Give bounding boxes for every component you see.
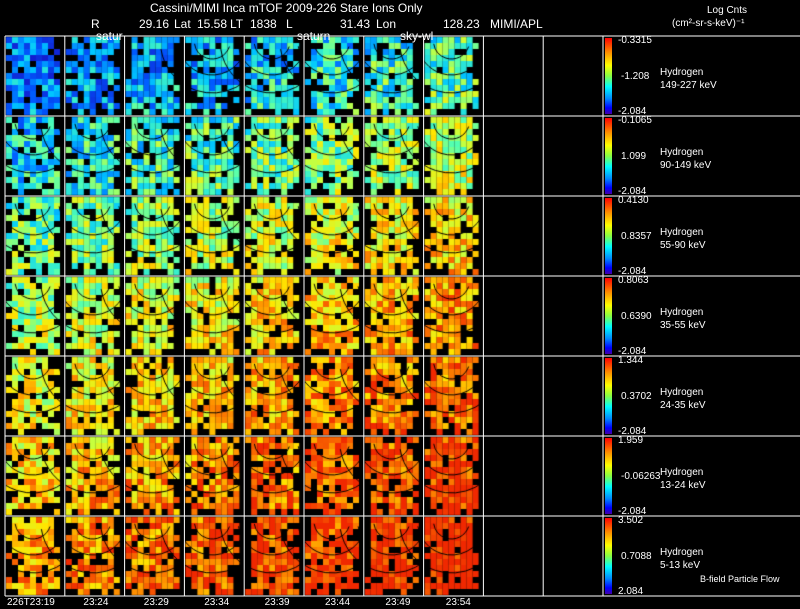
energy-label: 90-149 keV	[660, 160, 712, 171]
plot-title: Cassini/MIMI Inca mTOF 2009-226 Stare Io…	[150, 1, 423, 15]
colorbar-min-label: -2.084	[618, 106, 647, 117]
colorbar-mid-label: -0.06263	[621, 471, 661, 482]
species-label: Hydrogen	[660, 467, 704, 478]
energy-label: 5-13 keV	[660, 560, 701, 571]
panel-tag-3: sky-wl	[400, 29, 434, 43]
time-tick-label: 23:39	[264, 597, 290, 608]
colorbar	[605, 438, 612, 514]
colorbar-min-label: -2.084	[618, 426, 647, 437]
colorbar-min-label: -2.084	[618, 266, 647, 277]
energy-label: 149-227 keV	[660, 80, 717, 91]
species-label: Hydrogen	[660, 387, 704, 398]
lt-value: 1838	[250, 17, 277, 31]
colorbar-mid-label: 0.3702	[621, 391, 652, 402]
lon-value: 128.23	[443, 17, 480, 31]
colorbar-min-label: -2.084	[618, 506, 647, 517]
l-value: 31.43	[340, 17, 371, 31]
species-label: Hydrogen	[660, 67, 704, 78]
energy-label: 24-35 keV	[660, 400, 706, 411]
r-label: R	[91, 17, 100, 31]
panel-tag-2: saturn	[297, 29, 331, 43]
energy-label: 35-55 keV	[660, 320, 706, 331]
species-label: Hydrogen	[660, 147, 704, 158]
colorbar-max-label: 1.959	[618, 435, 644, 446]
colorbar-max-label: 1.344	[618, 355, 644, 366]
colorbar-min-label: -2.084	[618, 346, 647, 357]
time-tick-label: 23:49	[385, 597, 411, 608]
colorbar-mid-label: 1.099	[621, 151, 647, 162]
colorbar-max-label: 3.502	[618, 515, 644, 526]
colorbar	[605, 118, 612, 194]
lat-label: Lat	[174, 17, 191, 31]
energy-label: 13-24 keV	[660, 480, 706, 491]
l-label: L	[286, 17, 293, 31]
colorbar-min-label: 2.084	[618, 586, 644, 597]
time-tick-label: 23:24	[83, 597, 109, 608]
colorbar	[605, 278, 612, 354]
time-tick-label: 23:34	[204, 597, 230, 608]
time-tick-label: 23:29	[143, 597, 169, 608]
species-label: Hydrogen	[660, 547, 704, 558]
colorbar-max-label: 0.4130	[618, 195, 649, 206]
units-sub: (cm²-sr-s-keV)⁻¹	[672, 18, 745, 29]
credit-label: MIMI/APL	[490, 17, 543, 31]
colorbar	[605, 358, 612, 434]
colorbar-mid-label: -1.208	[621, 71, 650, 82]
colorbar	[605, 38, 612, 114]
r-value: 29.16	[139, 17, 170, 31]
footer-note: B-field Particle Flow	[700, 574, 780, 584]
lat-value: 15.58	[197, 17, 228, 31]
time-tick-label: 23:44	[325, 597, 351, 608]
colorbar-mid-label: 0.7088	[621, 551, 652, 562]
species-label: Hydrogen	[660, 227, 704, 238]
species-label: Hydrogen	[660, 307, 704, 318]
colorbar-max-label: -0.1065	[618, 115, 652, 126]
colorbar-mid-label: 0.6390	[621, 311, 652, 322]
time-tick-label: 23:54	[445, 597, 471, 608]
energy-label: 55-90 keV	[660, 240, 706, 251]
colorbar	[605, 518, 612, 594]
colorbar-max-label: 0.8063	[618, 275, 649, 286]
colorbar-min-label: -2.084	[618, 186, 647, 197]
colorbar-mid-label: 0.8357	[621, 231, 652, 242]
time-tick-label: 226T23:19	[7, 597, 55, 608]
units-label: Log Cnts	[707, 5, 748, 16]
lt-label: LT	[230, 17, 244, 31]
colorbar-max-label: -0.3315	[618, 35, 652, 46]
lon-label: Lon	[376, 17, 397, 31]
colorbar	[605, 198, 612, 274]
panel-tag-1: satur	[96, 29, 123, 43]
